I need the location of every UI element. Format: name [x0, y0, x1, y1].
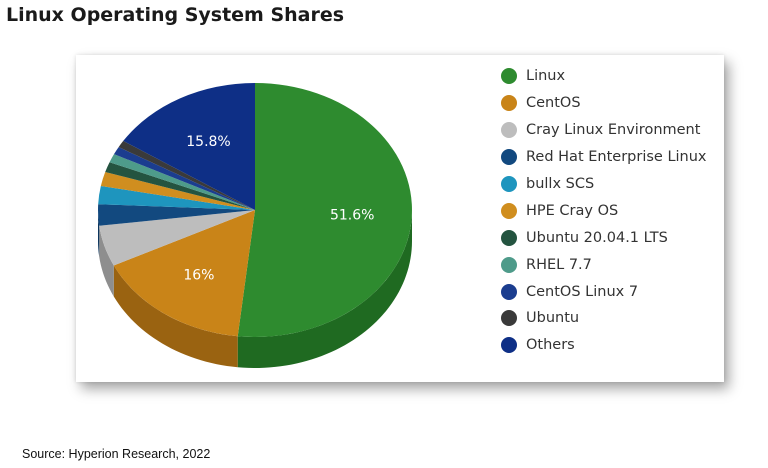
pie-side-linux [237, 210, 412, 368]
pie-slice-red-hat-enterprise-linux [97, 204, 255, 226]
legend-swatch [501, 202, 517, 219]
legend-swatch [501, 149, 517, 166]
legend-swatch [501, 256, 517, 273]
legend-swatch [501, 337, 517, 354]
legend-swatch [501, 283, 517, 300]
pie-chart: 51.6% 16% 15.8% [97, 83, 412, 368]
legend-label: CentOS Linux 7 [526, 283, 639, 300]
legend-item-cray-linux-environment: Cray Linux Environment [501, 117, 707, 144]
page-title: Linux Operating System Shares [6, 4, 345, 26]
pie-slice-others [123, 83, 255, 210]
data-label-others: 15.8% [186, 134, 230, 150]
pie-side-centos [113, 265, 238, 368]
legend-label: Others [526, 337, 575, 354]
legend-swatch [501, 229, 517, 246]
legend-item-red-hat-enterprise-linux: Red Hat Enterprise Linux [501, 144, 707, 171]
pie-side-cray-linux-environment [99, 225, 114, 297]
pie-slice-centos-linux-7 [114, 147, 255, 210]
legend-label: Ubuntu 20.04.1 LTS [526, 229, 668, 246]
legend-item-centos: CentOS [501, 90, 707, 117]
legend-label: RHEL 7.7 [526, 256, 592, 273]
legend-label: bullx SCS [526, 176, 595, 192]
data-label-centos: 16% [183, 267, 214, 283]
legend-item-others: Others [501, 332, 707, 359]
pie-slice-rhel-7-7 [109, 154, 255, 210]
legend-label: HPE Cray OS [526, 202, 619, 219]
legend-swatch [501, 310, 517, 327]
legend-item-linux: Linux [501, 63, 707, 90]
chart-legend: Linux CentOS Cray Linux Environment Red Hat… [501, 63, 707, 359]
pie-slice-linux [237, 83, 412, 337]
pie-slice-centos [113, 210, 255, 337]
pie-slice-cray-linux-environment [99, 210, 256, 266]
legend-label: Linux [526, 68, 566, 85]
chart-card: 51.6% 16% 15.8% Linux CentOS Cray Linux Envi… [76, 55, 724, 382]
pie-slice-bullx-scs [98, 185, 255, 210]
legend-item-hpe-cray-os: HPE Cray OS [501, 197, 707, 224]
legend-item-ubuntu-20-04-1-lts: Ubuntu 20.04.1 LTS [501, 224, 707, 251]
data-label-linux: 51.6% [330, 207, 374, 223]
pie-slice-hpe-cray-os [100, 171, 255, 210]
legend-swatch [501, 122, 517, 139]
legend-label: Ubuntu [526, 310, 580, 327]
legend-swatch [501, 95, 517, 112]
legend-item-centos-linux-7: CentOS Linux 7 [501, 278, 707, 305]
legend-item-ubuntu: Ubuntu [501, 305, 707, 332]
legend-swatch [501, 68, 517, 85]
legend-swatch [501, 176, 517, 192]
legend-item-rhel-7-7: RHEL 7.7 [501, 251, 707, 278]
pie-slice-ubuntu [118, 140, 255, 210]
pie-slice-ubuntu-20-04-1-lts [105, 162, 255, 210]
pie-side-red-hat-enterprise-linux [98, 210, 100, 257]
legend-item-bullx-scs: bullx SCS [501, 171, 707, 198]
source-note: Source: Hyperion Research, 2022 [22, 447, 211, 461]
legend-label: Cray Linux Environment [526, 122, 701, 139]
legend-label: Red Hat Enterprise Linux [526, 149, 707, 166]
legend-label: CentOS [526, 95, 581, 112]
